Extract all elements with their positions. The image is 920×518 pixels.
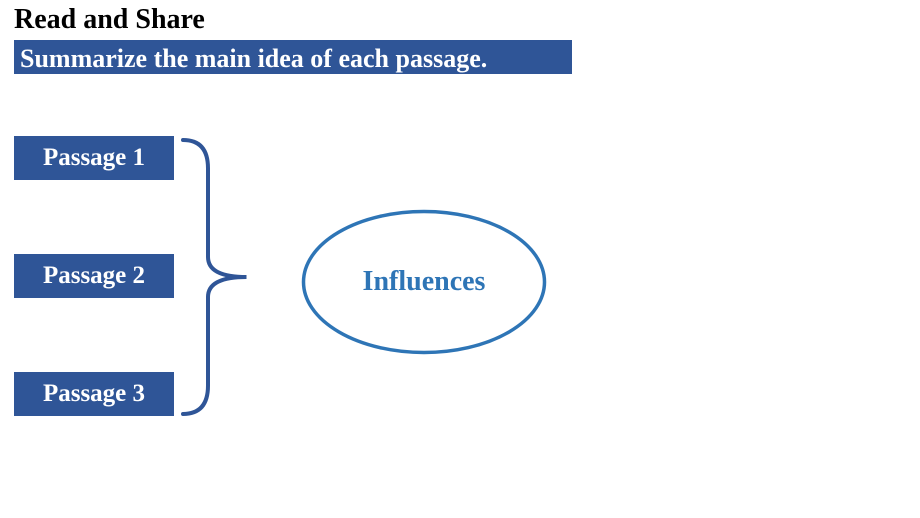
influences-label: Influences bbox=[363, 266, 486, 298]
brace-connector bbox=[180, 134, 250, 420]
page-title: Read and Share bbox=[14, 4, 205, 36]
subtitle-bar: Summarize the main idea of each passage. bbox=[14, 40, 572, 74]
influences-ellipse: Influences bbox=[300, 208, 548, 356]
passage-box-3: Passage 3 bbox=[14, 372, 174, 416]
passage-box-2: Passage 2 bbox=[14, 254, 174, 298]
passage-box-1: Passage 1 bbox=[14, 136, 174, 180]
